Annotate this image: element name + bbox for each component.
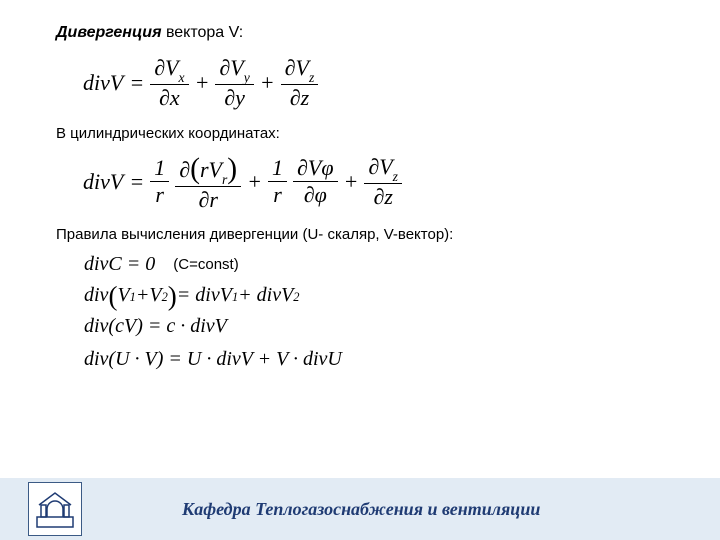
title-rest: вектора V: [162,24,244,41]
eq2-dVz: ∂Vz ∂z [364,155,402,210]
eq2-1r-b: 1 r [268,156,287,207]
plus: + [257,70,278,96]
footer-bar: Кафедра Теплогазоснабжения и вентиляции [0,478,720,540]
rule1-note: (C=const) [173,256,238,273]
eq2-lhs: divV [80,169,126,195]
eq2-drVr: ∂(rVr) ∂r [175,152,241,213]
rule-3: div(cV) = c · divV [84,315,720,338]
rule4-text: div(U · V) = U · divV + V · divU [84,348,342,371]
rule-4: div(U · V) = U · divV + V · divU [84,348,720,371]
rule-2: div(V1 + V2) = divV1 + divV2 [84,280,720,311]
plus: + [192,70,213,96]
building-icon [33,487,77,531]
eq1-term2: ∂Vy ∂y [215,56,253,111]
title-bold: Дивергенция [56,24,162,41]
subheading-cylindrical: В цилиндрических координатах: [56,125,720,142]
rule-1: divC = 0 (C=const) [84,253,720,276]
institution-logo [28,482,82,536]
subheading-rules: Правила вычисления дивергенции (U- скаля… [56,226,720,243]
title-line: Дивергенция вектора V: [56,24,720,42]
rule3-text: div(cV) = c · divV [84,315,227,338]
equals: = [126,70,147,96]
rule1-eq: divC = 0 [84,253,155,276]
eq1-term3: ∂Vz ∂z [281,56,319,111]
department-name: Кафедра Теплогазоснабжения и вентиляции [182,499,540,520]
eq2-1r-a: 1 r [150,156,169,207]
eq1-term1: ∂Vx ∂x [150,56,188,111]
eq2-dVphi: ∂Vφ ∂φ [293,156,337,207]
equation-cylindrical: divV = 1 r ∂(rVr) ∂r + 1 r ∂Vφ ∂φ + ∂Vz … [80,152,720,213]
eq1-lhs: divV [80,70,126,96]
equation-cartesian: divV = ∂Vx ∂x + ∂Vy ∂y + ∂Vz ∂z [80,56,720,111]
